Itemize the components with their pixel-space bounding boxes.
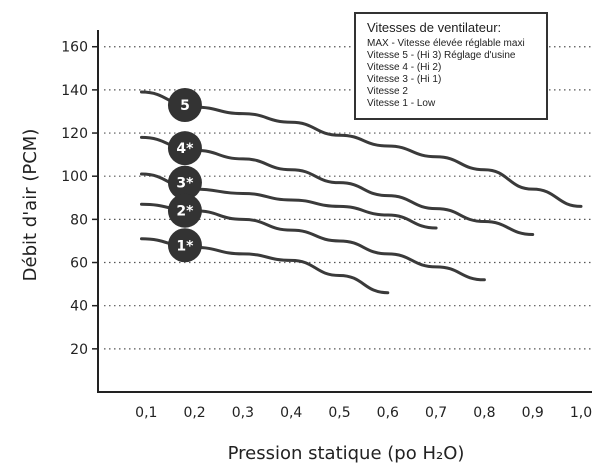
series-badge-label: 3* <box>176 176 194 192</box>
x-tick-label: 0,2 <box>183 405 205 421</box>
series-badge: 2* <box>167 193 202 228</box>
legend-item: Vitesse 3 - (Hi 1) <box>367 74 441 85</box>
x-tick-label: 0,5 <box>328 405 350 421</box>
y-tick-label: 80 <box>70 212 88 228</box>
legend-item: Vitesse 5 - (Hi 3) Réglage d'usine <box>367 50 516 61</box>
x-tick-label: 0,9 <box>522 405 544 421</box>
series-badge-circle <box>167 193 202 228</box>
legend-item: MAX - Vitesse élevée réglable maxi <box>367 38 525 49</box>
series-badge-circle <box>167 228 202 263</box>
x-axis-title: Pression statique (po H₂O) <box>228 443 465 464</box>
y-tick-label: 160 <box>61 40 88 56</box>
x-tick-label: 0,1 <box>135 405 157 421</box>
legend-item: Vitesse 4 - (Hi 2) <box>367 62 441 73</box>
series-line <box>139 90 583 208</box>
legend-title: Vitesses de ventilateur: <box>367 20 501 35</box>
x-tick-label: 0,6 <box>377 405 399 421</box>
series-badge-circle <box>167 87 202 122</box>
legend: Vitesses de ventilateur: MAX - Vitesse é… <box>354 12 548 120</box>
x-tick-label: 0,8 <box>473 405 495 421</box>
series-badge-label: 4* <box>176 141 194 157</box>
y-tick-label: 40 <box>70 299 88 315</box>
y-axis-title: Débit d'air (PCM) <box>20 129 41 282</box>
series-line <box>139 135 535 236</box>
series-badge: 5 <box>167 87 202 122</box>
series-badge-label: 1* <box>176 238 194 254</box>
y-tick-label: 140 <box>61 83 88 99</box>
legend-item: Vitesse 1 - Low <box>367 98 436 109</box>
x-tick-label: 0,7 <box>425 405 447 421</box>
series-badge-label: 2* <box>176 204 194 220</box>
y-tick-labels: 20 40 60 80 100 120 140 160 <box>61 40 98 358</box>
x-tick-label: 0,3 <box>232 405 254 421</box>
series-badge-label: 5 <box>180 98 190 114</box>
y-tick-label: 120 <box>61 126 88 142</box>
legend-item: Vitesse 2 <box>367 86 408 97</box>
series-badge: 4* <box>167 131 202 166</box>
series-badges: 5 4* 3* 2* 1* <box>167 87 202 263</box>
legend-box <box>354 12 548 120</box>
series-badge-circle <box>167 165 202 200</box>
series-badge-circle <box>167 131 202 166</box>
x-tick-label: 1,0 <box>570 405 592 421</box>
series-badge: 1* <box>167 228 202 263</box>
series-badge: 3* <box>167 165 202 200</box>
x-tick-labels: 0,1 0,2 0,3 0,4 0,5 0,6 0,7 0,8 0,9 1,0 <box>135 405 592 421</box>
y-tick-label: 100 <box>61 169 88 185</box>
y-tick-label: 60 <box>70 256 88 272</box>
y-tick-label: 20 <box>70 342 88 358</box>
x-tick-label: 0,4 <box>280 405 302 421</box>
